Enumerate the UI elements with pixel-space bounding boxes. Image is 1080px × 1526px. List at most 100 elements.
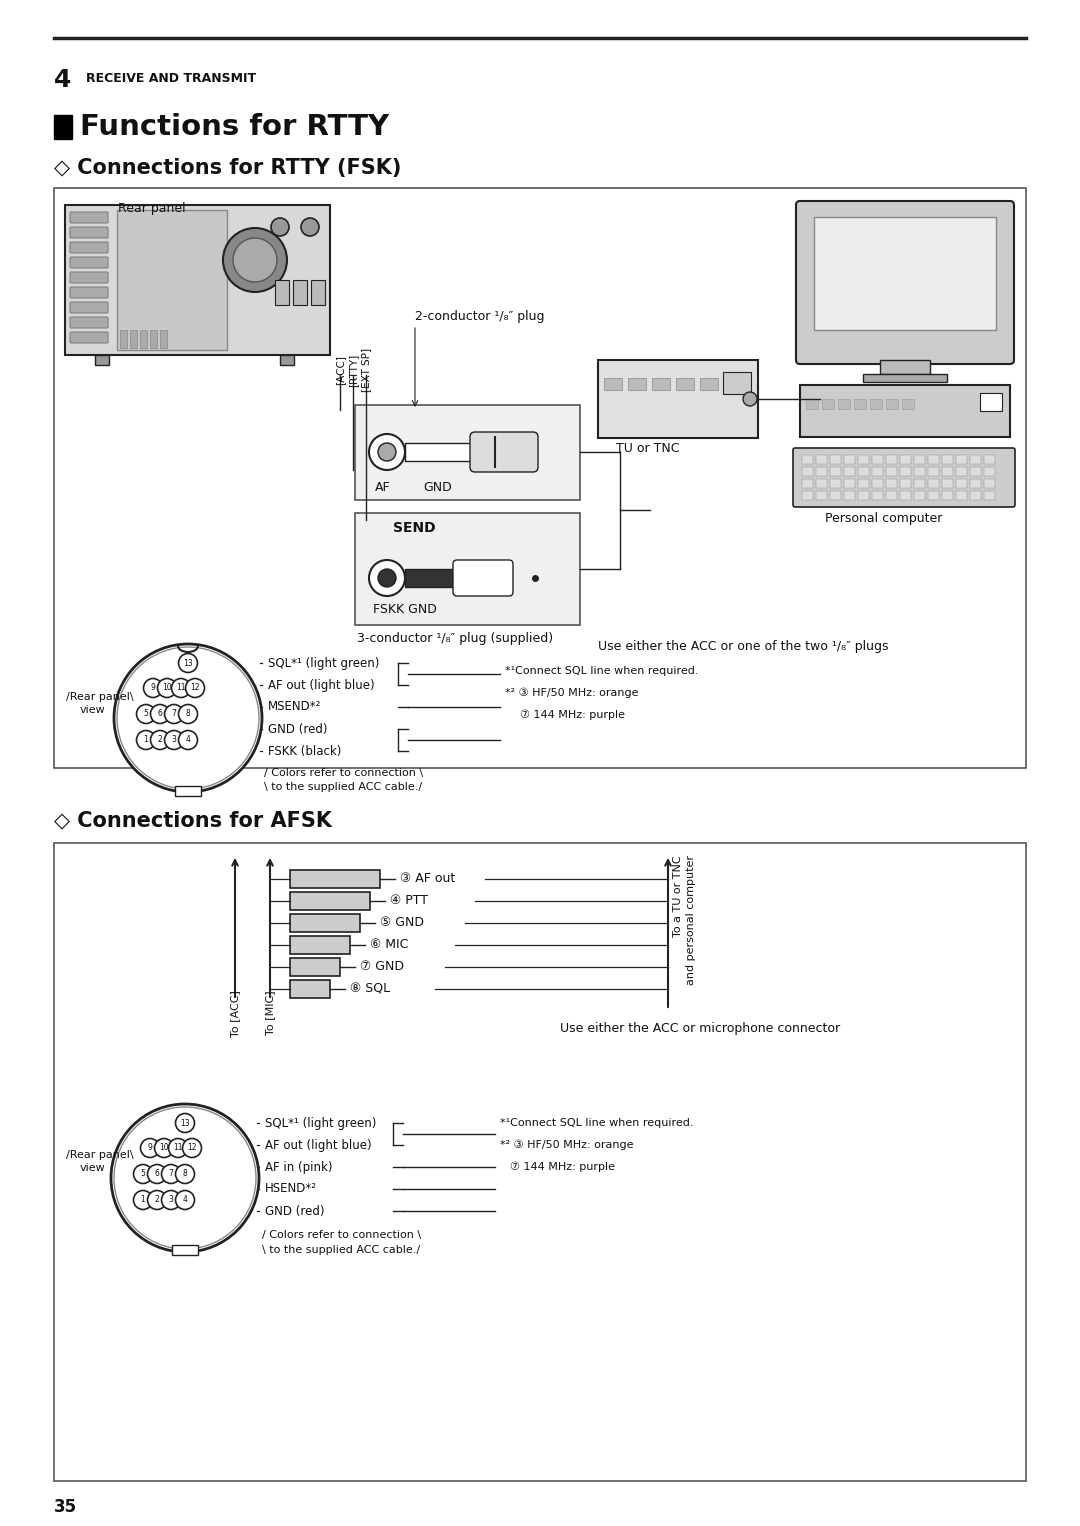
Text: / Colors refer to connection \: / Colors refer to connection \: [262, 1230, 421, 1241]
Text: 1: 1: [144, 736, 148, 745]
FancyBboxPatch shape: [70, 333, 108, 343]
Text: 1: 1: [140, 1195, 146, 1204]
Bar: [858, 491, 869, 501]
Bar: [886, 467, 897, 476]
Text: /Rear panel\: /Rear panel\: [66, 1151, 134, 1160]
Text: 4: 4: [183, 1195, 188, 1204]
Text: SEND: SEND: [393, 520, 435, 536]
Bar: [806, 398, 818, 409]
Circle shape: [175, 1190, 194, 1210]
FancyBboxPatch shape: [796, 201, 1014, 365]
Bar: [130, 330, 137, 348]
Text: Personal computer: Personal computer: [825, 513, 943, 525]
Bar: [54, 114, 72, 139]
Text: SQL*¹ (light green): SQL*¹ (light green): [268, 656, 379, 670]
Text: 2: 2: [154, 1195, 160, 1204]
Circle shape: [164, 731, 184, 749]
Circle shape: [114, 644, 262, 792]
Text: *¹Connect SQL line when required.: *¹Connect SQL line when required.: [505, 665, 699, 676]
Text: / Colors refer to connection \: / Colors refer to connection \: [264, 768, 423, 778]
Text: view: view: [80, 705, 106, 716]
Bar: [816, 491, 827, 501]
Text: *² ③ HF/50 MHz: orange: *² ③ HF/50 MHz: orange: [505, 688, 638, 699]
Bar: [355, 513, 580, 626]
Bar: [970, 491, 981, 501]
Text: 13: 13: [180, 1119, 190, 1128]
Bar: [956, 491, 967, 501]
Text: MSEND*²: MSEND*²: [268, 700, 322, 714]
Text: 12: 12: [187, 1143, 197, 1152]
Bar: [405, 569, 463, 588]
Text: HSEND*²: HSEND*²: [265, 1183, 318, 1195]
Bar: [942, 455, 953, 464]
Bar: [175, 786, 201, 797]
Bar: [854, 398, 866, 409]
Text: AF out (light blue): AF out (light blue): [268, 679, 375, 691]
Bar: [914, 491, 924, 501]
Circle shape: [164, 705, 184, 723]
Text: 9: 9: [148, 1143, 152, 1152]
Bar: [914, 455, 924, 464]
FancyBboxPatch shape: [70, 287, 108, 298]
Text: ⑦ 144 MHz: purple: ⑦ 144 MHz: purple: [510, 1161, 615, 1172]
Bar: [928, 479, 939, 488]
Text: AF in (pink): AF in (pink): [265, 1160, 333, 1173]
Circle shape: [186, 679, 204, 697]
Text: ⑦ 144 MHz: purple: ⑦ 144 MHz: purple: [519, 710, 625, 720]
Bar: [928, 455, 939, 464]
Bar: [831, 491, 841, 501]
Bar: [942, 479, 953, 488]
Bar: [902, 398, 914, 409]
Bar: [886, 479, 897, 488]
Text: 3: 3: [172, 736, 176, 745]
Text: ◇ Connections for RTTY (FSK): ◇ Connections for RTTY (FSK): [54, 159, 402, 179]
Bar: [942, 467, 953, 476]
Text: 2: 2: [158, 736, 162, 745]
Bar: [291, 893, 370, 909]
Text: 4: 4: [186, 736, 190, 745]
Bar: [117, 211, 227, 349]
Circle shape: [134, 1190, 152, 1210]
Text: 8: 8: [183, 1169, 187, 1178]
Bar: [886, 455, 897, 464]
Bar: [816, 467, 827, 476]
Bar: [700, 378, 718, 391]
FancyBboxPatch shape: [70, 302, 108, 313]
Circle shape: [136, 705, 156, 723]
Circle shape: [378, 569, 396, 588]
Bar: [160, 330, 167, 348]
Text: 8: 8: [186, 710, 190, 719]
Bar: [802, 491, 813, 501]
Bar: [291, 870, 380, 888]
Text: To a TU or TNC: To a TU or TNC: [673, 855, 683, 937]
Circle shape: [178, 731, 198, 749]
Circle shape: [222, 227, 287, 291]
Text: AF out (light blue): AF out (light blue): [265, 1138, 372, 1152]
Bar: [95, 356, 109, 365]
FancyBboxPatch shape: [70, 243, 108, 253]
Circle shape: [117, 647, 259, 789]
Circle shape: [158, 679, 176, 697]
Text: 11: 11: [173, 1143, 183, 1152]
Bar: [914, 467, 924, 476]
Circle shape: [150, 731, 170, 749]
Text: GND (red): GND (red): [268, 722, 327, 736]
Circle shape: [369, 433, 405, 470]
Circle shape: [301, 218, 319, 237]
Bar: [831, 455, 841, 464]
Text: To [MIC]: To [MIC]: [265, 990, 275, 1035]
FancyBboxPatch shape: [70, 212, 108, 223]
Text: GND (red): GND (red): [265, 1204, 324, 1218]
Bar: [800, 385, 1010, 436]
Text: 2-conductor ¹/₈″ plug: 2-conductor ¹/₈″ plug: [415, 310, 544, 324]
Bar: [172, 1245, 198, 1254]
Circle shape: [148, 1190, 166, 1210]
Bar: [858, 467, 869, 476]
Bar: [843, 479, 855, 488]
Bar: [54, 842, 1026, 1482]
Text: FSKK GND: FSKK GND: [373, 603, 437, 617]
Text: 5: 5: [144, 710, 148, 719]
Text: 11: 11: [176, 684, 186, 693]
Bar: [54, 188, 1026, 768]
Bar: [872, 479, 883, 488]
